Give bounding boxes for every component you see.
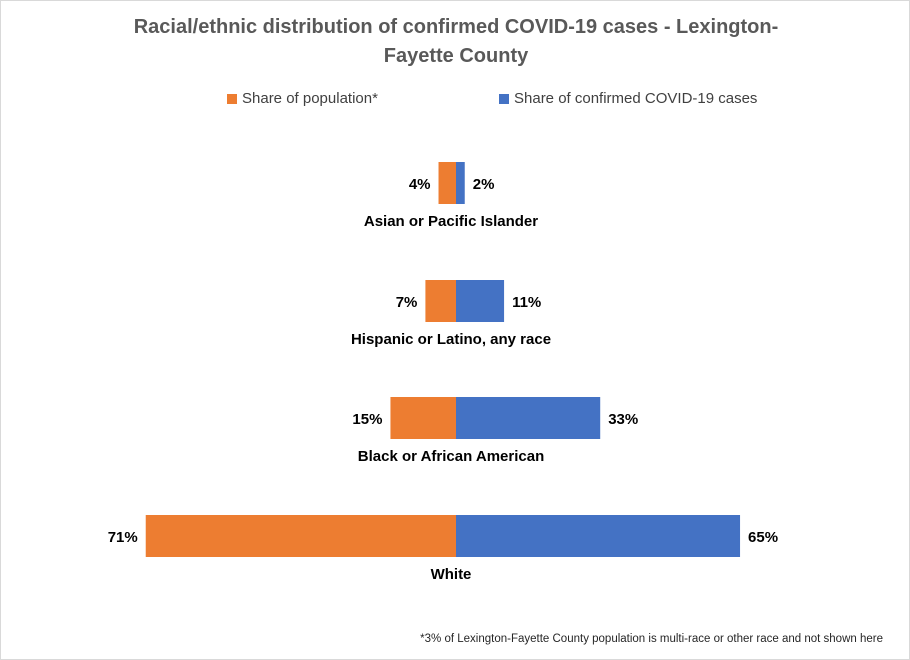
legend-swatch-cases <box>499 93 509 104</box>
chart-title-line-2: Fayette County <box>383 45 529 67</box>
data-label-cases: 11% <box>512 294 541 311</box>
legend-item-population: Share of population* <box>227 90 378 107</box>
footnote: *3% of Lexington-Fayette County populati… <box>420 633 883 645</box>
chart-title-line-1: Racial/ethnic distribution of confirmed … <box>133 16 779 38</box>
bar-population <box>438 162 456 204</box>
legend-item-cases: Share of confirmed COVID-19 cases <box>499 90 757 107</box>
bar-population <box>390 397 456 439</box>
data-label-cases: 2% <box>473 176 495 193</box>
category-label: White <box>431 566 472 583</box>
data-label-population: 4% <box>409 176 431 193</box>
data-label-cases: 65% <box>748 529 778 546</box>
bar-population <box>425 280 456 322</box>
data-label-cases: 33% <box>608 411 638 428</box>
legend-label-population: Share of population* <box>242 90 378 107</box>
data-label-population: 71% <box>108 529 138 546</box>
plot-area: 4% 2% Asian or Pacific Islander 7% 11% Hispan… <box>108 162 778 583</box>
bar-cases <box>456 515 741 557</box>
chart-title: Racial/ethnic distribution of confirmed … <box>1 13 910 71</box>
bar-cases <box>456 397 601 439</box>
legend-swatch-population <box>227 93 237 104</box>
category-label: Hispanic or Latino, any race <box>351 331 551 348</box>
category-label: Black or African American <box>358 448 544 465</box>
data-label-population: 7% <box>396 294 418 311</box>
bar-cases <box>456 162 465 204</box>
legend-label-cases: Share of confirmed COVID-19 cases <box>514 90 758 107</box>
data-label-population: 15% <box>352 411 382 428</box>
bar-population <box>145 515 457 557</box>
bar-cases <box>456 280 505 322</box>
category-label: Asian or Pacific Islander <box>364 213 538 230</box>
